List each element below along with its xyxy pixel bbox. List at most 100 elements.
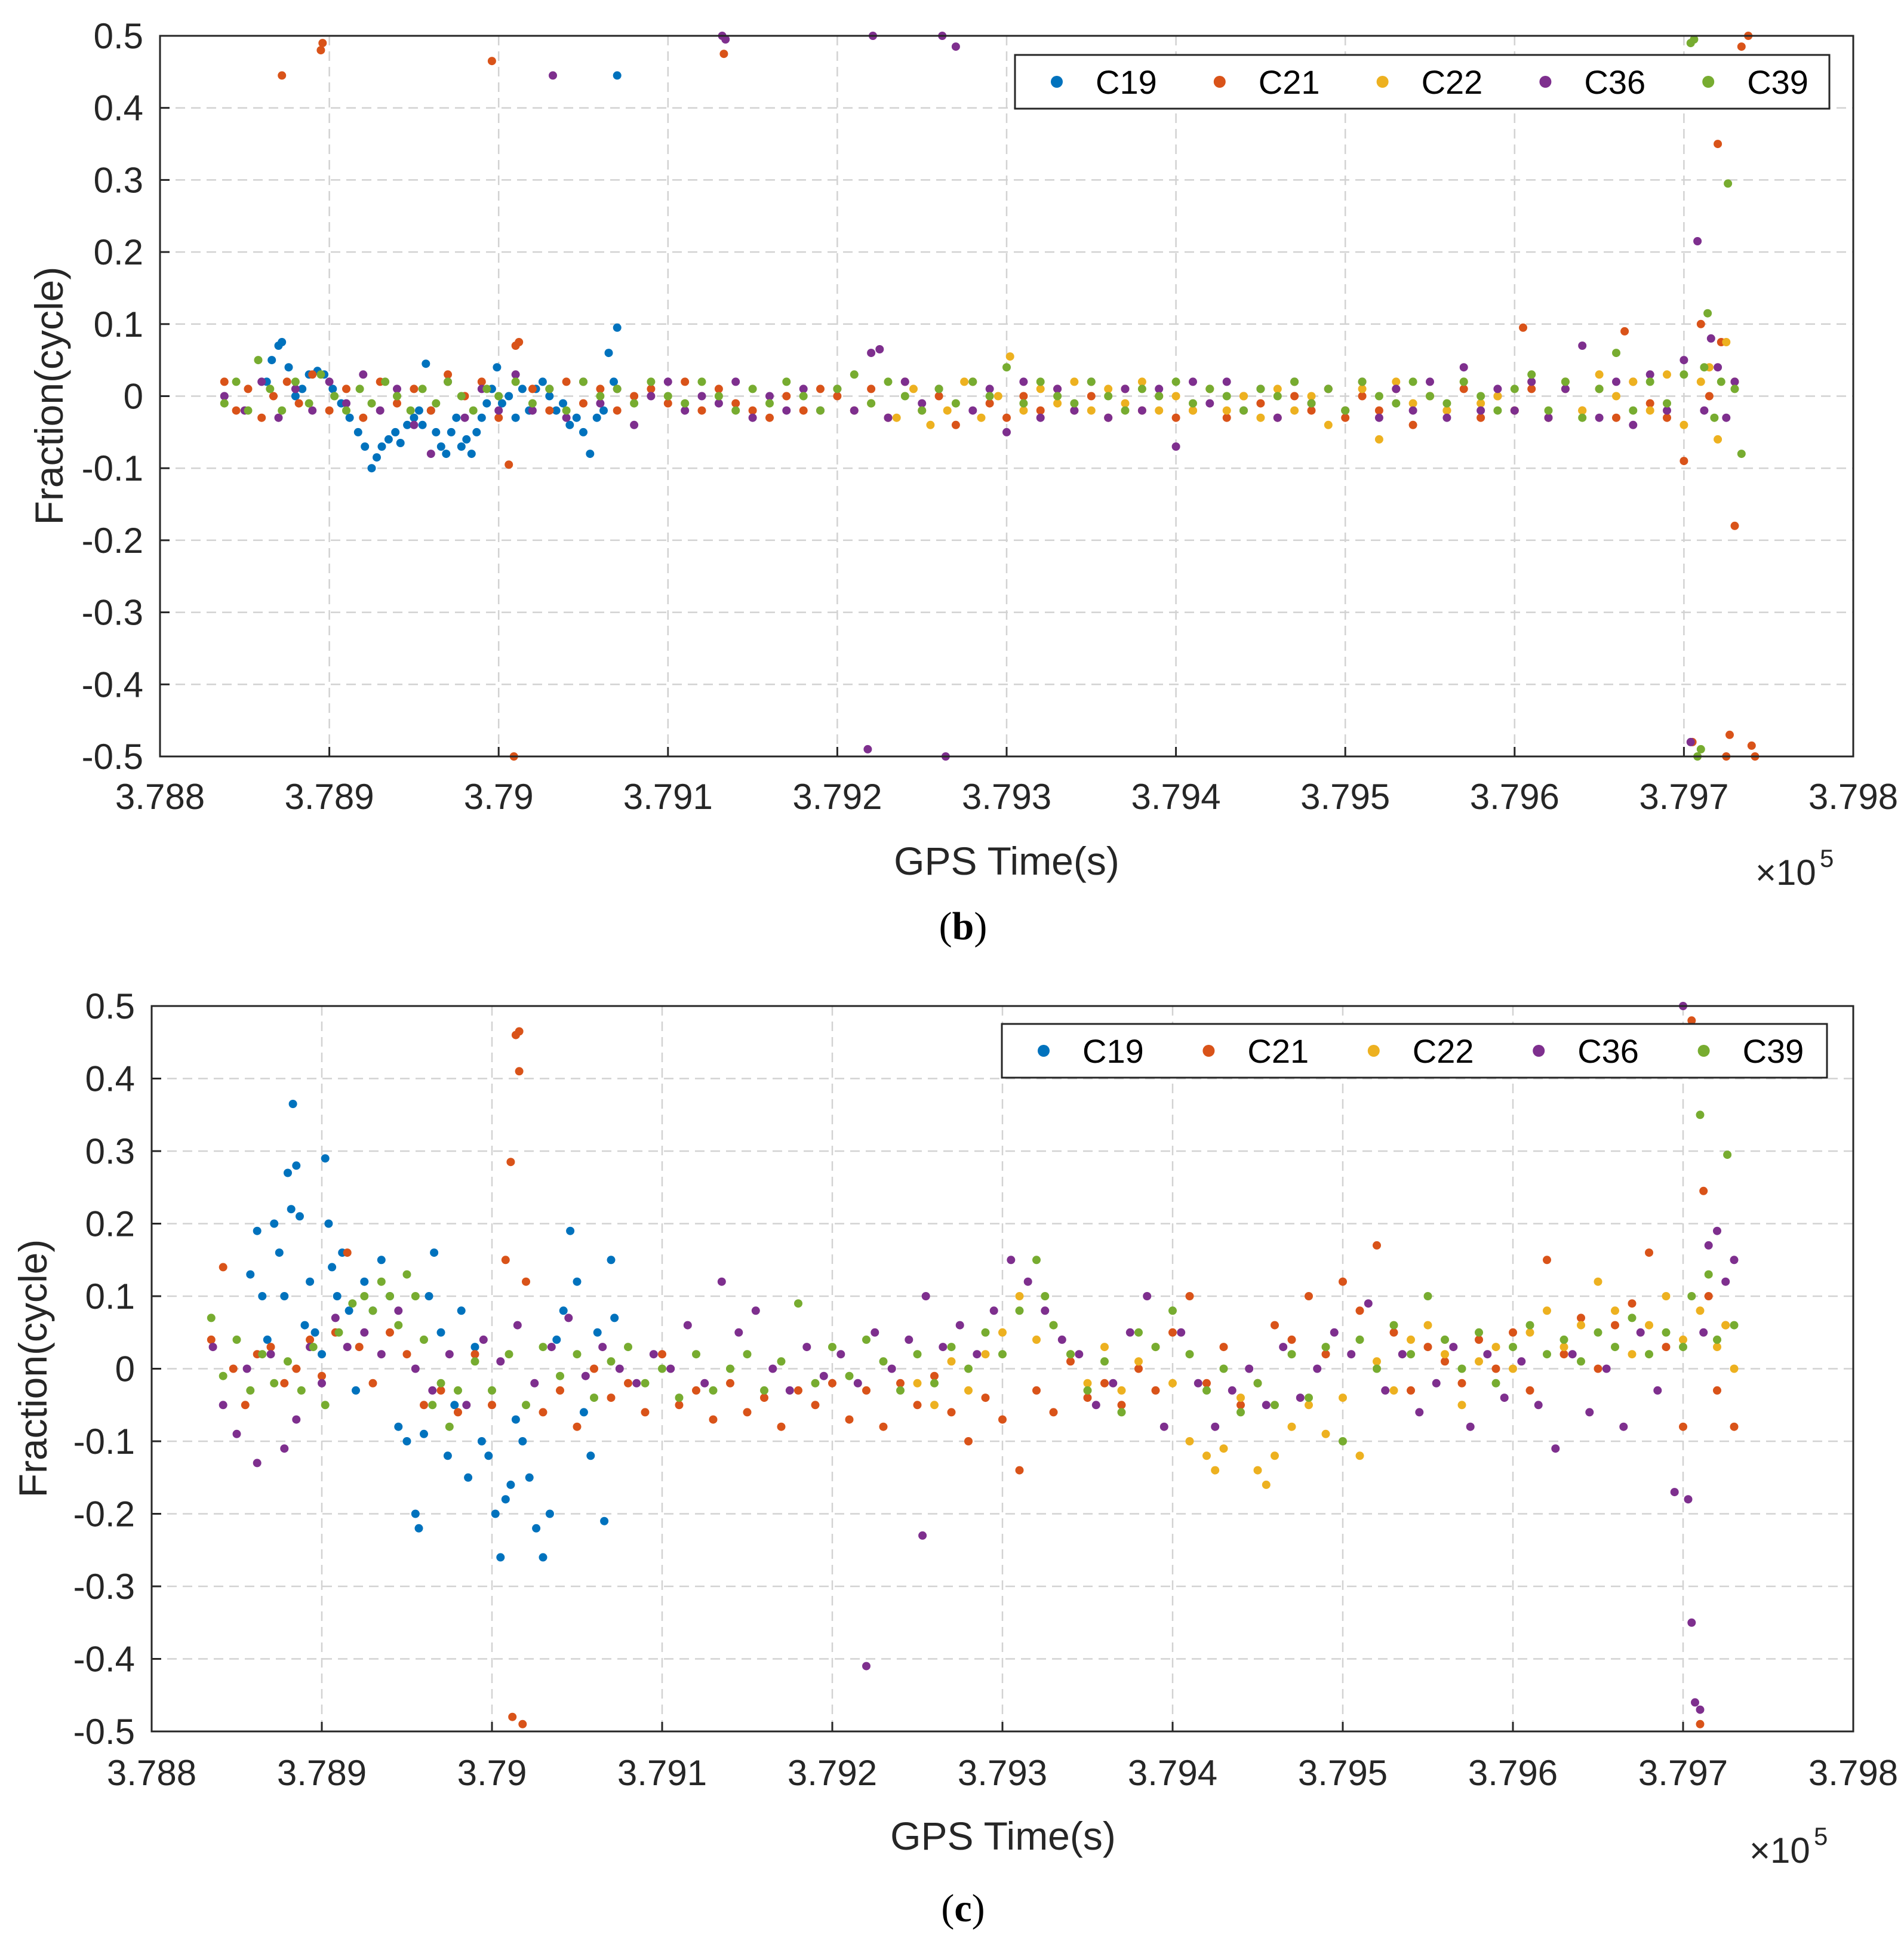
data-point-c21 [964,1437,973,1445]
data-point-c36 [377,1350,386,1359]
data-point-c36 [1636,1328,1645,1337]
data-point-c22 [1374,435,1383,444]
data-point-c22 [1560,1343,1568,1352]
data-point-c22 [1680,420,1688,429]
data-point-c21 [1543,1256,1551,1265]
data-point-c39 [816,406,825,415]
data-point-c39 [1679,1343,1687,1352]
legend: C19 C21 C22 C36 C39 [1001,1023,1828,1079]
data-point-c21 [951,420,960,429]
data-point-c36 [410,420,419,429]
data-point-c21 [1236,1401,1245,1410]
y-tick-label: 0.3 [94,160,143,200]
data-point-c39 [457,392,466,401]
data-point-c22 [1611,1306,1619,1315]
data-point-c36 [513,1321,522,1330]
data-point-c36 [1007,1256,1016,1265]
data-point-c39 [1049,1321,1058,1330]
data-point-c19 [443,1451,452,1460]
data-point-c19 [457,442,466,451]
caption-letter: b [952,905,974,948]
data-point-c21 [624,1379,632,1388]
data-point-c36 [905,1335,913,1344]
data-point-c22 [1721,1321,1730,1330]
data-point-c36 [1155,384,1164,393]
y-tick-label: 0.2 [94,232,143,272]
data-point-c36 [1398,1350,1407,1359]
data-point-c19 [263,1335,272,1344]
data-point-c39 [1737,450,1746,459]
data-point-c22 [1100,1343,1109,1352]
data-point-c39 [1341,406,1350,415]
data-point-c36 [955,1321,964,1330]
y-tick-label: -0.5 [73,1712,135,1752]
data-point-c39 [947,1343,956,1352]
data-point-c22 [1273,384,1282,393]
data-point-c21 [1704,1292,1713,1300]
legend-marker-c36 [1539,76,1552,88]
data-point-c39 [1256,384,1265,393]
data-point-c39 [1680,370,1688,379]
data-point-c39 [799,392,808,401]
data-point-c39 [934,384,943,393]
data-point-c39 [1171,377,1180,386]
data-point-c21 [1219,1343,1228,1352]
x-tick-label: 3.794 [1131,777,1221,817]
series-c39 [220,35,1746,761]
y-tick-label: -0.1 [73,1422,135,1462]
data-point-c22 [1239,392,1248,401]
y-tick-label: -0.2 [73,1494,135,1534]
data-point-c21 [1087,392,1096,401]
data-point-c39 [1612,349,1620,358]
data-point-c39 [1155,392,1164,401]
data-point-c19 [599,406,608,415]
data-point-c21 [1509,1328,1517,1337]
data-point-c36 [630,420,639,429]
data-point-c39 [562,406,571,415]
legend-label-c21: C21 [1259,63,1320,101]
data-point-c21 [1032,1386,1041,1395]
data-point-c21 [1687,1016,1696,1025]
data-point-c21 [1002,413,1011,422]
data-point-c21 [257,413,266,422]
data-point-c39 [1066,1350,1075,1359]
y-tick-label: 0.1 [94,304,143,344]
data-point-c21 [760,1393,768,1402]
data-point-c21 [930,1371,939,1380]
x-tick-label: 3.788 [115,777,205,817]
legend-marker-c39 [1697,1045,1710,1057]
data-point-c21 [1737,42,1746,51]
data-point-c19 [610,1313,619,1322]
data-point-c19 [318,1350,326,1359]
data-point-c22 [1713,1343,1721,1352]
legend-label-c19: C19 [1082,1032,1144,1070]
data-point-c21 [539,1408,547,1417]
data-point-c39 [1339,1437,1347,1445]
data-point-c36 [1053,384,1062,393]
data-point-c36 [748,413,757,422]
data-point-c36 [871,1328,879,1337]
data-point-c36 [1585,1408,1594,1417]
data-point-c22 [1730,1364,1739,1373]
y-tick-label: -0.5 [82,737,143,777]
data-point-c21 [1358,392,1367,401]
data-point-c36 [1449,1343,1458,1352]
data-point-c21 [488,1401,496,1410]
data-point-c21 [1491,1364,1500,1373]
data-point-c21 [241,1401,250,1410]
data-point-c36 [1036,413,1045,422]
data-point-c19 [432,427,441,436]
data-point-c19 [402,1437,411,1445]
legend-box [1014,54,1831,110]
legend-marker-c19 [1051,76,1063,88]
scatter-points [220,32,1760,761]
data-point-c19 [300,1321,309,1330]
data-point-c22 [1628,1350,1637,1359]
data-point-c39 [1477,392,1485,401]
data-point-c21 [393,399,401,408]
data-point-c39 [244,406,253,415]
data-point-c21 [981,1393,990,1402]
data-point-c36 [968,406,977,415]
data-point-c19 [280,1292,289,1300]
data-point-c36 [1527,377,1536,386]
